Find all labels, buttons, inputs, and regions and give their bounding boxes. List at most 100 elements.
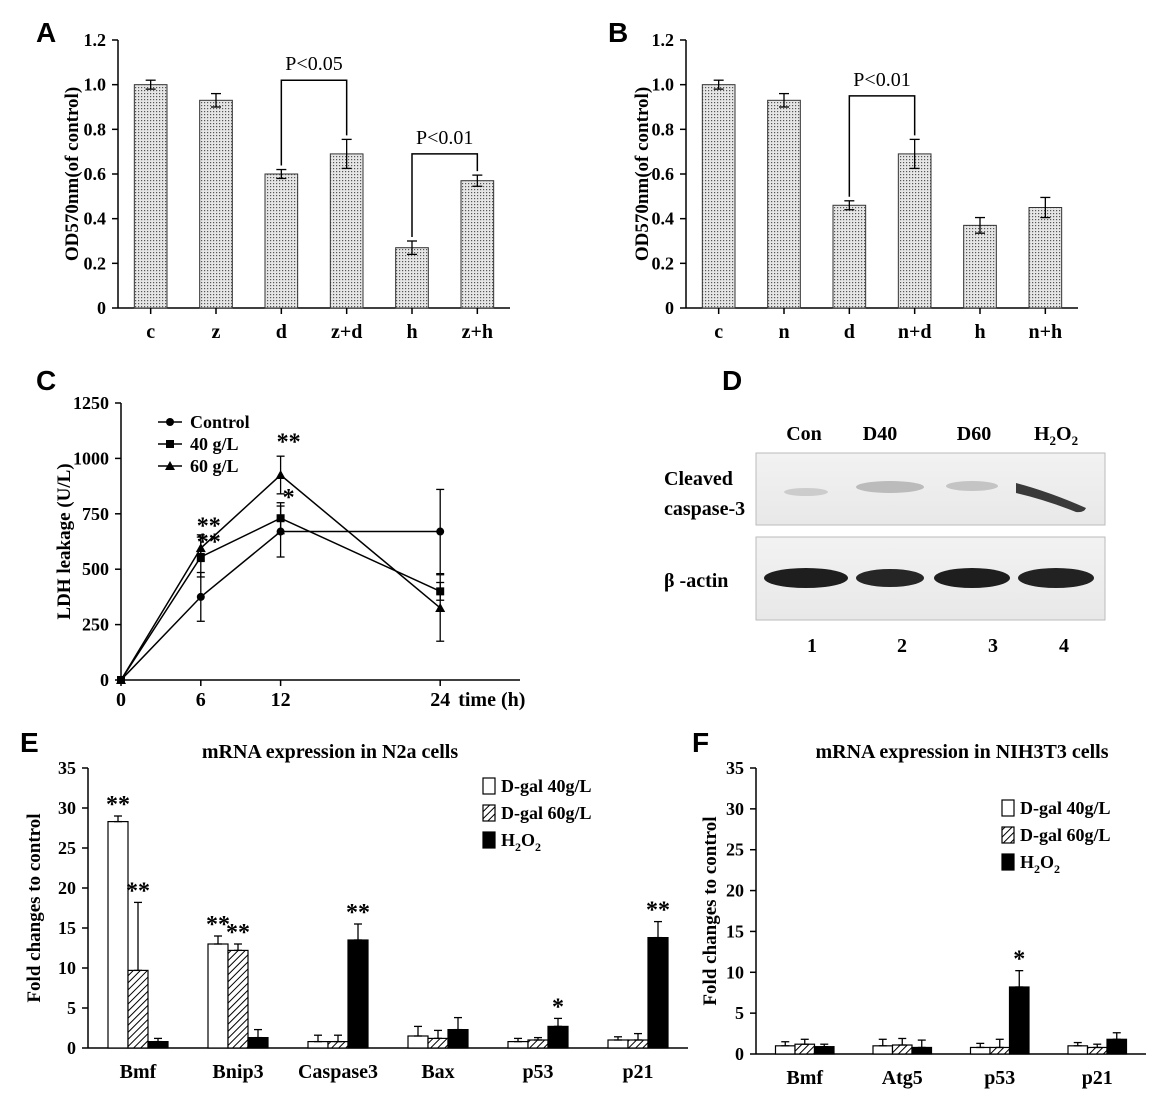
panel-a-significance-bracket — [280, 79, 348, 166]
panel-c-point — [275, 470, 286, 480]
blot-lane-label-d40: D40 — [863, 423, 897, 445]
panel-e-x-tick-label: Caspase3 — [298, 1061, 378, 1083]
panel-a-y-axis-label: OD570nm(of control) — [62, 87, 83, 261]
panel-a-y-tick-label: 0.6 — [84, 164, 107, 184]
panel-f-significance-star: * — [1013, 947, 1025, 973]
panel-a-x-tick-label: z+d — [331, 321, 362, 343]
chart-panel-e: 0 5 10 15 20 25 30 35 Fold changes to control mRN… — [24, 741, 688, 1083]
panel-letter-e: E — [20, 727, 39, 758]
panel-f-y-tick-label: 0 — [735, 1044, 744, 1064]
panel-f-y-tick-label: 5 — [735, 1003, 744, 1023]
panel-a-y-tick-label: 1.2 — [84, 30, 107, 50]
panel-e-bar — [627, 1039, 649, 1049]
panel-b-y-tick-label: 1.0 — [652, 75, 675, 95]
panel-f-bar — [989, 1046, 1011, 1055]
blot-band-caspase3-lane-1 — [784, 488, 828, 496]
panel-f-x-tick-label: p21 — [1082, 1067, 1113, 1089]
panel-a-bar — [395, 247, 429, 309]
panel-c-legend-label: Control — [190, 412, 250, 432]
panel-a-y-tick-label: 0.2 — [84, 253, 107, 273]
blot-lane-number-4: 4 — [1059, 635, 1069, 657]
panel-a-bar — [264, 173, 299, 309]
panel-letter-a: A — [36, 17, 56, 48]
panel-f-y-tick-label: 35 — [726, 758, 744, 778]
panel-c-x-tick-label: 0 — [116, 689, 126, 711]
panel-c-point — [196, 592, 205, 601]
panel-b-y-tick-label: 0.8 — [652, 119, 675, 139]
panel-f-bar — [872, 1045, 894, 1055]
panel-b-bar — [963, 224, 997, 309]
panel-e-legend-label: H2O2 — [501, 830, 541, 854]
blot-band-actin-lane-1 — [764, 568, 848, 588]
panel-b-y-tick-label: 0.6 — [652, 164, 675, 184]
panel-letter-f: F — [692, 727, 709, 758]
panel-e-y-tick-label: 20 — [58, 878, 76, 898]
blot-band-actin-lane-3 — [934, 568, 1010, 588]
panel-c-point — [435, 602, 446, 612]
panel-c-legend-marker — [165, 461, 175, 470]
panel-f-y-tick-label: 25 — [726, 840, 744, 860]
panel-e-x-tick-label: Bax — [421, 1061, 454, 1083]
panel-b-y-tick-label: 1.2 — [652, 30, 675, 50]
panel-c-legend-marker — [166, 418, 174, 426]
panel-e-bar — [247, 1036, 269, 1049]
panel-c-legend-label: 60 g/L — [190, 456, 239, 476]
panel-b-y-tick-label: 0 — [665, 298, 674, 318]
panel-e-bar — [107, 820, 129, 1049]
panel-b-x-tick-label: h — [974, 321, 985, 343]
panel-e-significance-star: ** — [206, 912, 230, 938]
panel-b-x-tick-label: n — [778, 321, 789, 343]
panel-a-significance-bracket — [411, 153, 479, 237]
panel-f-legend-swatch — [1001, 826, 1015, 844]
panel-f-y-tick-label: 30 — [726, 799, 744, 819]
panel-e-bar — [607, 1039, 629, 1049]
panel-f-bar — [1067, 1045, 1089, 1055]
blot-lane-label-d60: D60 — [957, 423, 991, 445]
panel-e-bar — [307, 1040, 329, 1049]
panel-c-series-line — [120, 517, 441, 681]
blot-band-caspase3-lane-2 — [856, 481, 924, 493]
panel-a-significance-label: P<0.05 — [285, 53, 342, 75]
panel-b-bar — [701, 84, 736, 309]
panel-f-bar — [1008, 986, 1030, 1055]
panel-c-x-tick-label: 24 — [430, 689, 450, 711]
panel-f-y-axis-label: Fold changes to control — [700, 816, 721, 1005]
panel-b-x-tick-label: c — [714, 321, 723, 343]
panel-e-y-tick-label: 10 — [58, 958, 76, 978]
panel-a-x-tick-label: z — [212, 321, 221, 343]
panel-a-x-tick-label: h — [406, 321, 417, 343]
panel-b-significance-label: P<0.01 — [853, 69, 910, 91]
panel-a-y-tick-label: 0 — [97, 298, 106, 318]
panel-a-bar — [133, 84, 168, 309]
panel-e-significance-star: ** — [106, 792, 130, 818]
panel-f-legend-label: D-gal 40g/L — [1020, 798, 1111, 818]
panel-e-bar — [207, 943, 229, 1049]
panel-f-legend-swatch — [1001, 799, 1015, 817]
blot-lane-number-1: 1 — [807, 635, 817, 657]
panel-e-bar — [427, 1037, 449, 1049]
panel-e-x-tick-label: p53 — [522, 1061, 553, 1083]
panel-c-significance-star: ** — [197, 529, 221, 555]
panel-f-x-tick-label: Bmf — [786, 1067, 823, 1089]
blot-band-caspase3-lane-4 — [1016, 483, 1086, 513]
panel-c-y-tick-label: 750 — [82, 504, 109, 524]
blot-lane-number-2: 2 — [897, 635, 907, 657]
panel-e-x-tick-label: Bnip3 — [212, 1061, 263, 1083]
panel-a-x-tick-label: z+h — [462, 321, 493, 343]
panel-f-x-tick-label: Atg5 — [882, 1067, 923, 1089]
chart-panel-b: 0 0.2 0.4 0.6 0.8 1.0 1.2 OD570nm(of control) c n… — [632, 30, 1078, 343]
panel-b-y-axis-label: OD570nm(of control) — [632, 87, 653, 261]
panel-c-x-tick-label: 6 — [196, 689, 206, 711]
panel-e-bar — [507, 1040, 529, 1049]
panel-c-y-tick-label: 1250 — [73, 393, 109, 413]
blot-band-caspase3-lane-3 — [946, 481, 998, 491]
panel-f-bar — [813, 1046, 835, 1055]
panel-c-y-tick-label: 0 — [100, 670, 109, 690]
panel-b-x-tick-label: n+d — [898, 321, 932, 343]
panel-f-bar — [911, 1046, 933, 1055]
panel-a-bar — [199, 99, 233, 309]
panel-c-point — [195, 543, 206, 553]
panel-f-y-tick-label: 10 — [726, 962, 744, 982]
panel-f-bar — [891, 1044, 913, 1055]
